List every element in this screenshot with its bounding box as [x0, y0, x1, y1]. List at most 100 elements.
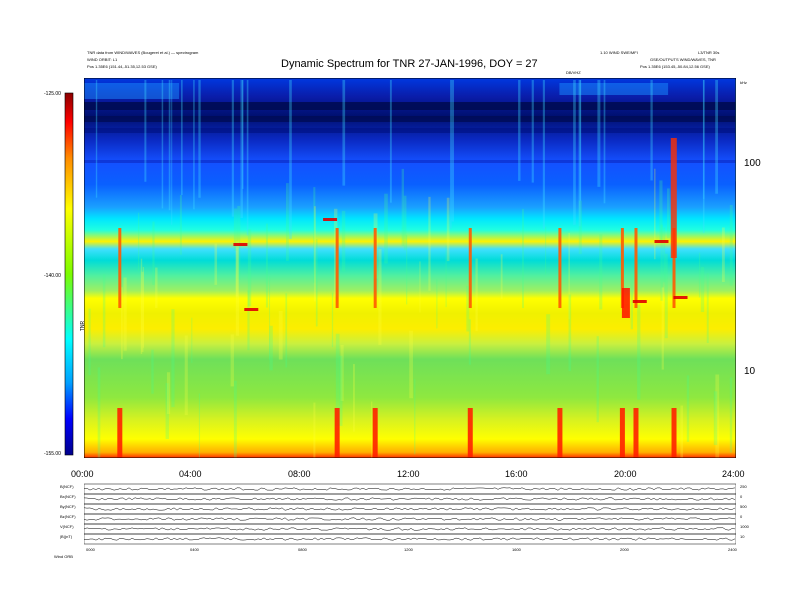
header-right-1: 1.10 WIND SWE/MFI — [600, 50, 638, 55]
texture-streak — [545, 226, 547, 275]
burst-strong — [621, 288, 630, 318]
cyan-streak — [171, 80, 173, 225]
texture-streak — [315, 239, 318, 327]
cyan-streak — [389, 80, 392, 203]
lower-panels — [84, 483, 736, 545]
texture-streak — [285, 293, 288, 368]
texture-streak — [686, 375, 690, 442]
panel-right-2: 500 — [740, 504, 747, 509]
texture-streak — [403, 195, 407, 251]
panel-right-1: 0 — [740, 494, 743, 499]
texture-streak — [419, 261, 421, 313]
colorbar — [64, 92, 74, 456]
panel-right-3: 0 — [740, 514, 743, 519]
panel-label-2: By(NCF) — [60, 504, 76, 509]
texture-streak — [664, 253, 668, 339]
header-right-corner: L3/TNR 30s — [698, 50, 720, 55]
texture-streak — [578, 200, 582, 255]
x-tick-1: 04:00 — [179, 469, 202, 479]
burst-line — [558, 228, 562, 308]
cyan-streak — [518, 80, 521, 181]
texture-streak — [599, 234, 603, 310]
texture-streak — [102, 274, 106, 348]
texture-streak — [269, 276, 271, 360]
texture-streak — [721, 227, 725, 282]
texture-streak — [141, 271, 144, 353]
texture-streak — [715, 374, 720, 458]
texture-streak — [198, 393, 201, 458]
cyan-streak — [198, 80, 201, 198]
burst-base — [467, 408, 473, 458]
panel-trace — [84, 487, 736, 491]
burst-line — [118, 228, 122, 308]
texture-streak — [140, 258, 143, 355]
texture-streak — [466, 285, 470, 332]
cyan-streak — [451, 80, 454, 222]
texture-streak — [121, 287, 123, 360]
texture-streak — [546, 314, 551, 375]
texture-streak — [384, 193, 388, 264]
header-right-3: Pos 1.35E6 (153.45,-50.84,12.56 GSE) — [640, 64, 710, 69]
footer-label: Wind ORB — [54, 554, 73, 559]
texture-streak — [313, 206, 316, 302]
burst-base — [557, 408, 563, 458]
texture-streak — [285, 183, 289, 261]
chart-title: Dynamic Spectrum for TNR 27-JAN-1996, DO… — [281, 58, 538, 70]
cyan-streak — [240, 80, 243, 219]
texture-streak — [138, 212, 140, 271]
cyan-streak — [579, 80, 582, 201]
texture-streak — [166, 372, 171, 414]
light-patch — [559, 83, 669, 95]
x-tick-2: 08:00 — [288, 469, 311, 479]
panel-x-tick-5: 2000 — [620, 547, 629, 552]
cyan-streak — [578, 80, 581, 227]
texture-streak — [371, 401, 373, 458]
texture-streak — [233, 208, 238, 251]
panel-label-1: Bx(NCF) — [60, 494, 76, 499]
texture-streak — [340, 344, 344, 401]
texture-streak — [663, 227, 666, 283]
texture-streak — [230, 334, 234, 387]
cyan-streak — [531, 80, 534, 183]
texture-streak — [247, 229, 252, 307]
cyan-streak — [450, 80, 452, 229]
texture-streak — [500, 254, 503, 299]
texture-streak — [88, 308, 91, 376]
texture-streak — [409, 330, 413, 399]
panel-right-5: 10 — [740, 534, 745, 539]
texture-streak — [341, 210, 346, 272]
panel-trace — [84, 517, 736, 521]
panel-trace — [84, 497, 736, 501]
texture-streak — [331, 292, 334, 348]
burst-line — [620, 228, 624, 308]
burst-strong — [670, 138, 677, 258]
burst-base — [671, 408, 677, 458]
cyan-streak — [289, 80, 292, 240]
header-right-2: GSE/OUTPUTS WIND/WAVES, TNR — [650, 57, 716, 62]
cyan-streak — [161, 80, 164, 209]
texture-streak — [237, 205, 241, 280]
panel-trace — [84, 507, 736, 511]
burst-base — [633, 408, 639, 458]
texture-streak — [729, 204, 733, 286]
panel-right-0: 250 — [740, 484, 747, 489]
band-dash — [654, 240, 669, 243]
texture-streak — [269, 325, 273, 371]
panel-label-3: Bz(NCF) — [60, 514, 76, 519]
burst-line — [634, 228, 638, 308]
cyan-streak — [573, 80, 576, 225]
panel-label-4: V(NCF) — [60, 524, 74, 529]
texture-streak — [680, 405, 684, 458]
texture-streak — [235, 241, 240, 336]
cyan-streak — [715, 80, 719, 194]
texture-streak — [660, 224, 663, 301]
texture-streak — [142, 266, 144, 348]
texture-streak — [151, 349, 154, 394]
colorbar-tick-mid: -140.00 — [44, 273, 61, 279]
cyan-streak — [246, 80, 249, 236]
texture-streak — [313, 187, 316, 283]
texture-streak — [568, 232, 570, 319]
band-dash — [632, 300, 647, 303]
panel-x-tick-0: 0000 — [86, 547, 95, 552]
texture-streak — [661, 287, 664, 370]
